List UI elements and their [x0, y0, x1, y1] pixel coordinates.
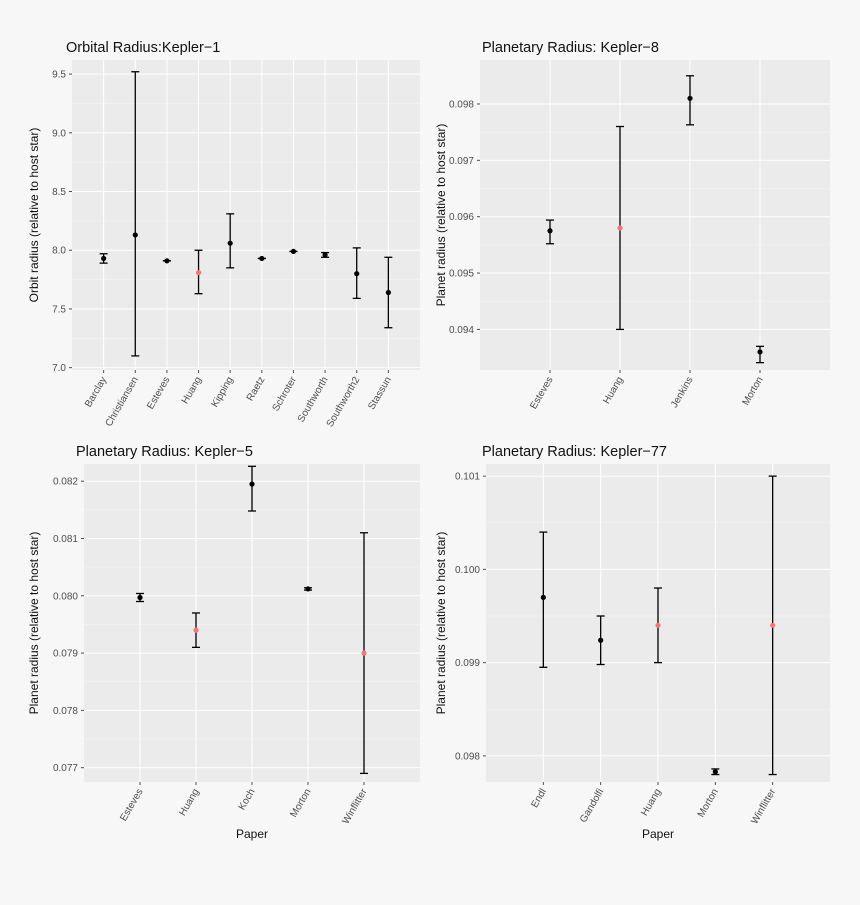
data-point	[322, 252, 328, 258]
panel-background	[72, 60, 420, 370]
y-axis-title: Planet radius (relative to host star)	[27, 532, 41, 715]
x-tick-label: Huang	[601, 375, 625, 406]
x-tick-label: Stassun	[366, 375, 394, 412]
x-axis-title: Paper	[236, 827, 268, 841]
y-tick-label: 0.101	[455, 472, 480, 483]
x-tick-label: Gandolfi	[578, 787, 606, 825]
y-tick-label: 0.100	[455, 565, 480, 576]
x-tick-label: Morton	[741, 375, 766, 407]
data-point	[227, 240, 233, 246]
y-tick-label: 0.082	[53, 477, 78, 488]
x-tick-label: Morton	[696, 787, 721, 819]
x-tick-label: Kipping	[210, 375, 236, 409]
x-tick-label: Huang	[177, 787, 201, 818]
data-point	[137, 594, 143, 601]
x-tick-label: Jenkins	[669, 375, 695, 410]
x-tick-label: Morton	[289, 787, 314, 819]
data-point	[655, 622, 661, 628]
chart-title: Planetary Radius: Kepler−5	[76, 444, 253, 460]
y-tick-label: 7.5	[52, 304, 66, 315]
x-tick-label: Esteves	[118, 787, 145, 823]
data-point	[290, 248, 297, 255]
y-tick-label: 7.0	[52, 363, 66, 374]
y-tick-label: 0.099	[455, 658, 480, 669]
y-tick-label: 0.079	[53, 649, 78, 660]
data-point	[712, 769, 718, 775]
chart-panel-4: 0.098 0.099 0.100 0.101 Endl Gandolfi Huang Mor…	[434, 444, 830, 841]
panel-background	[480, 60, 830, 370]
x-tick-label: Winflitter	[341, 786, 370, 826]
data-point	[193, 627, 199, 633]
data-point	[361, 650, 367, 656]
y-tick-label: 9.0	[52, 128, 66, 139]
y-tick-label: 9.5	[52, 70, 66, 81]
data-point	[354, 271, 360, 277]
y-axis-title: Orbit radius (relative to host star)	[27, 128, 41, 303]
x-tick-label: Southworth2	[325, 375, 363, 430]
y-tick-label: 0.095	[449, 269, 474, 280]
x-tick-label: Esteves	[528, 375, 555, 411]
chart-title: Planetary Radius: Kepler−77	[482, 444, 667, 460]
x-tick-label: Christiansen	[104, 375, 141, 429]
y-tick-label: 0.098	[449, 99, 474, 110]
x-tick-label: Winflitter	[749, 786, 778, 826]
data-point	[101, 255, 107, 262]
chart-title: Planetary Radius: Kepler−8	[482, 40, 659, 56]
x-tick-label: Raetz	[245, 375, 268, 403]
data-point	[259, 255, 265, 262]
error-bar	[248, 465, 256, 512]
x-axis-title: Paper	[642, 827, 674, 841]
data-point	[164, 258, 170, 264]
x-tick-label: Huang	[639, 787, 663, 818]
data-point	[249, 481, 255, 487]
data-point	[598, 637, 604, 643]
x-tick-label: Endl	[529, 787, 549, 810]
data-point	[305, 586, 311, 592]
data-point	[757, 349, 763, 355]
chart-panel-2: 0.094 0.095 0.096 0.097 0.098 Esteves Huang Jen…	[434, 40, 830, 411]
x-tick-label: Schroter	[271, 374, 300, 413]
y-tick-label: 0.078	[53, 706, 78, 717]
y-tick-label: 0.080	[53, 591, 78, 602]
x-tick-label: Huang	[180, 375, 204, 406]
data-point	[195, 269, 202, 276]
x-tick-label: Esteves	[145, 375, 172, 411]
error-bar	[131, 71, 140, 357]
data-point	[687, 95, 693, 101]
y-tick-label: 8.0	[52, 246, 66, 257]
y-tick-label: 0.096	[449, 212, 474, 223]
y-axis-title: Planet radius (relative to host star)	[434, 532, 448, 715]
data-point	[540, 594, 546, 600]
data-point	[385, 289, 391, 296]
y-tick-label: 0.097	[449, 156, 474, 167]
chart-title: Orbital Radius:Kepler−1	[66, 40, 220, 56]
x-tick-label: Barclay	[83, 375, 109, 409]
x-tick-label: Southworth	[296, 375, 331, 424]
data-point	[770, 622, 776, 628]
data-point	[617, 225, 623, 231]
y-tick-label: 0.077	[53, 763, 78, 774]
y-axis-title: Planet radius (relative to host star)	[434, 124, 448, 307]
y-tick-label: 0.094	[449, 325, 474, 336]
y-tick-label: 0.081	[53, 534, 78, 545]
y-tick-label: 0.098	[455, 751, 480, 762]
x-tick-label: Koch	[237, 787, 258, 812]
data-point	[547, 228, 553, 234]
y-tick-label: 8.5	[52, 187, 66, 198]
data-point	[132, 232, 138, 238]
chart-panel-3: 0.077 0.078 0.079 0.080 0.081 0.082 Esteves Hua…	[27, 444, 420, 841]
